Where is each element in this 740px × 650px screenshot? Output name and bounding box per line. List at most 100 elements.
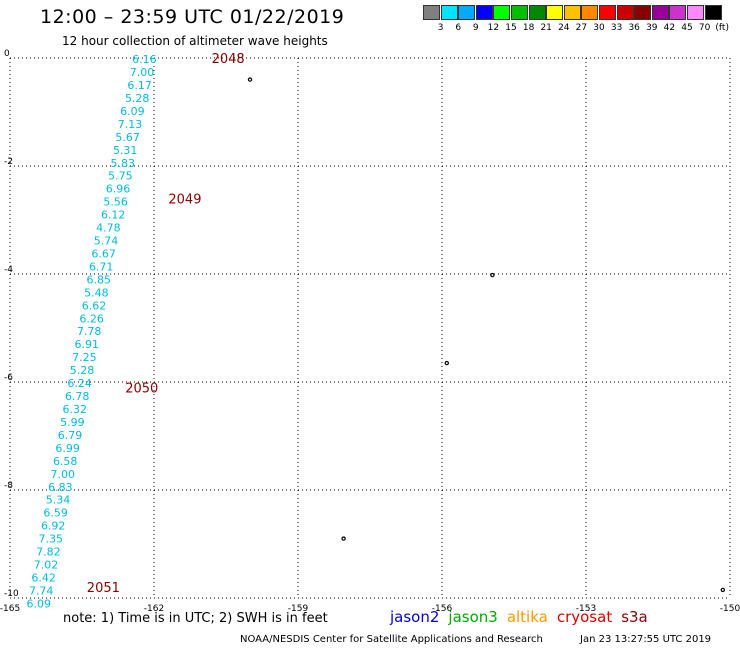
scale-swatch xyxy=(687,5,704,20)
wave-height-label: 5.48 xyxy=(84,286,109,299)
scale-label: 24 xyxy=(558,23,570,33)
wave-height-label: 6.91 xyxy=(75,338,100,351)
wave-height-label: 6.12 xyxy=(101,209,126,222)
wave-height-label: 4.78 xyxy=(96,222,121,235)
wave-height-label: 7.74 xyxy=(29,584,54,597)
lon-tick-label: -156 xyxy=(432,604,453,614)
wave-height-label: 7.35 xyxy=(39,533,64,546)
scale-swatch xyxy=(599,5,616,20)
scale-swatch xyxy=(528,5,546,20)
satellite-jason2: jason2 xyxy=(390,608,440,626)
wave-height-label: 6.17 xyxy=(127,79,152,92)
wave-height-label: 6.59 xyxy=(43,507,68,520)
wave-height-label: 7.78 xyxy=(77,325,102,338)
scale-label: 18 xyxy=(522,23,535,33)
wave-height-label: 6.92 xyxy=(41,520,66,533)
scale-label: (ft) xyxy=(715,23,729,33)
island-marker xyxy=(247,77,253,82)
scale-label: 39 xyxy=(646,23,658,33)
wave-height-label: 5.99 xyxy=(60,416,85,429)
scale-swatch xyxy=(423,5,440,20)
track-time-label: 2048 xyxy=(212,52,245,67)
satellite-legend: jason2 jason3 altika cryosat s3a xyxy=(390,608,657,626)
wave-height-label: 5.56 xyxy=(103,196,128,209)
wave-height-label: 7.25 xyxy=(72,351,97,364)
lat-tick-label: -4 xyxy=(4,265,13,275)
map-title: 12:00 – 23:59 UTC 01/22/2019 xyxy=(40,6,345,28)
scale-swatch xyxy=(475,5,493,20)
units-note: note: 1) Time is in UTC; 2) SWH is in fe… xyxy=(63,611,328,626)
lon-tick-label: -162 xyxy=(144,604,164,614)
wave-height-label: 5.31 xyxy=(113,144,138,157)
wave-height-label: 6.79 xyxy=(58,429,83,442)
scale-label: 30 xyxy=(593,23,605,33)
wave-height-label: 6.99 xyxy=(55,442,80,455)
wave-height-label: 7.13 xyxy=(118,118,143,131)
wave-height-label: 6.24 xyxy=(67,377,92,390)
scale-label: 45 xyxy=(681,23,693,33)
scale-swatch xyxy=(458,5,476,20)
scale-label: 27 xyxy=(575,23,588,33)
scale-label: 42 xyxy=(663,23,676,33)
lon-tick-label: -150 xyxy=(720,604,740,614)
wave-height-label: 7.82 xyxy=(36,546,61,559)
satellite-altika: altika xyxy=(506,608,548,626)
lat-tick-label: -8 xyxy=(4,481,13,491)
lon-tick-label: -159 xyxy=(288,604,309,614)
wave-height-label: 6.16 xyxy=(132,53,157,66)
wave-height-label: 5.28 xyxy=(125,92,150,105)
wave-height-label: 5.75 xyxy=(108,170,133,183)
wave-height-label: 6.85 xyxy=(87,273,112,286)
scale-label: 36 xyxy=(628,23,640,33)
scale-swatch xyxy=(581,5,599,20)
wave-height-label: 5.83 xyxy=(111,157,136,170)
track-time-label: 2050 xyxy=(125,381,158,396)
wave-height-label: 6.26 xyxy=(79,312,104,325)
scale-label: 15 xyxy=(505,23,517,33)
scale-swatch xyxy=(511,5,528,20)
wave-height-label: 5.67 xyxy=(115,131,140,144)
scale-label: 70 xyxy=(698,23,711,33)
lat-tick-label: 0 xyxy=(4,49,10,59)
island-marker xyxy=(341,536,346,541)
track-time-label: 2049 xyxy=(168,192,201,207)
scale-swatch xyxy=(440,5,458,20)
wave-height-label: 5.28 xyxy=(70,364,95,377)
wave-height-label: 6.09 xyxy=(27,597,52,610)
wave-height-label: 7.02 xyxy=(34,559,59,572)
wave-height-label: 6.58 xyxy=(53,455,78,468)
scale-swatch xyxy=(651,5,669,20)
credit-line: NOAA/NESDIS Center for Satellite Applica… xyxy=(240,634,543,645)
wave-height-label: 6.09 xyxy=(120,105,145,118)
wave-height-label: 7.00 xyxy=(51,468,76,481)
island-marker xyxy=(490,272,495,278)
wave-height-label: 6.83 xyxy=(48,481,73,494)
satellite-jason3: jason3 xyxy=(448,608,498,626)
satellite-cryosat: cryosat xyxy=(556,608,613,626)
wave-height-label: 5.34 xyxy=(46,494,71,507)
wave-height-label: 5.74 xyxy=(94,235,119,248)
wave-height-label: 6.42 xyxy=(31,571,56,584)
lon-tick-label: -165 xyxy=(0,604,20,614)
wave-height-label: 6.71 xyxy=(89,260,114,273)
scale-label: 6 xyxy=(455,23,462,33)
scale-swatch xyxy=(669,5,687,20)
scale-swatch xyxy=(704,5,722,20)
scale-swatch xyxy=(634,5,652,20)
scale-label: 12 xyxy=(487,23,500,33)
satellite-s3a: s3a xyxy=(621,608,648,626)
scale-swatch xyxy=(546,5,564,20)
lat-tick-label: -10 xyxy=(4,589,19,599)
scale-label: 3 xyxy=(437,23,444,33)
scale-swatch xyxy=(563,5,581,20)
scale-swatch xyxy=(493,5,511,20)
scale-label: 33 xyxy=(610,23,623,33)
lat-tick-label: -6 xyxy=(4,373,13,383)
wave-height-label: 6.67 xyxy=(91,247,116,260)
generation-timestamp: Jan 23 13:27:55 UTC 2019 xyxy=(580,634,712,645)
lat-tick-label: -2 xyxy=(4,157,13,167)
scale-label: 9 xyxy=(472,23,479,33)
lon-tick-label: -153 xyxy=(576,604,596,614)
wave-height-label: 6.32 xyxy=(63,403,88,416)
